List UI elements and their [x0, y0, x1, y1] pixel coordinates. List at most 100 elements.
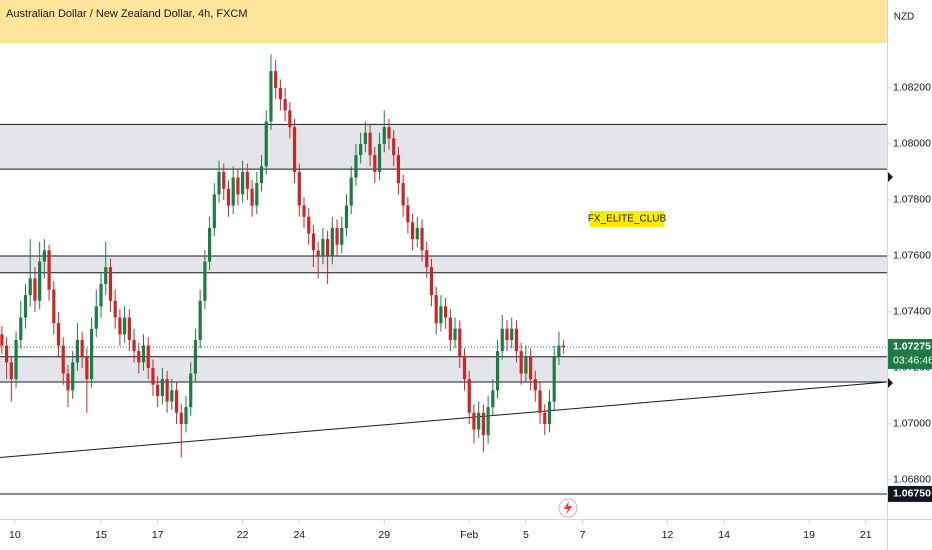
candle-body	[278, 87, 283, 100]
candle-body	[14, 339, 18, 380]
candle-body	[448, 317, 452, 340]
y-tick-label: 1.06800	[893, 474, 931, 486]
candle-body	[434, 295, 438, 324]
candle-body	[23, 295, 28, 318]
candle-body	[184, 407, 188, 424]
y-tick-label: 1.08200	[893, 82, 931, 94]
candle-body	[255, 183, 259, 206]
candle-body	[311, 233, 316, 251]
candle-body	[151, 367, 155, 385]
candle-body	[160, 379, 164, 396]
candle-body	[170, 390, 174, 402]
currency-box	[888, 0, 932, 32]
candle-body	[528, 356, 533, 380]
candle-body	[547, 401, 552, 424]
candle-body	[179, 412, 183, 424]
axis-marker	[888, 172, 893, 182]
candle-body	[297, 171, 301, 206]
candle-body	[89, 328, 94, 380]
candle-body	[198, 300, 202, 340]
candle-body	[38, 261, 42, 301]
candle-body	[283, 99, 287, 111]
candle-body	[481, 412, 485, 436]
candle-body	[5, 345, 9, 363]
candle-body	[344, 205, 349, 228]
candle-body	[349, 177, 353, 206]
candle-body	[0, 334, 4, 346]
x-tick-label: 15	[95, 529, 107, 541]
candle-body	[335, 227, 339, 245]
candle-body	[491, 390, 495, 408]
level-box	[888, 485, 932, 502]
candle-body	[28, 278, 32, 296]
candle-body	[269, 71, 273, 122]
event-icon-bolt	[564, 501, 572, 515]
candle-body	[326, 239, 330, 256]
candle-body	[241, 171, 245, 195]
candle-body	[236, 177, 240, 195]
candle-body	[137, 351, 141, 363]
candle-body	[429, 267, 434, 296]
candle-body	[127, 317, 131, 340]
x-tick-label: 24	[293, 529, 305, 541]
candle-body	[410, 222, 415, 240]
candle-body	[193, 339, 198, 374]
header-bar	[0, 0, 887, 43]
candle-body	[165, 379, 169, 402]
candle-body	[363, 132, 367, 144]
x-tick-label: 12	[662, 529, 674, 541]
candle-body	[519, 351, 523, 374]
candle-body	[382, 127, 386, 144]
zone	[0, 356, 887, 382]
candle-body	[321, 239, 325, 256]
price-label: 1.07275	[893, 341, 931, 353]
plot-layer: 1.08200 1.08000 1.07800 1.07600 1.07400 1.072…	[0, 54, 931, 541]
y-tick-label: 1.07800	[893, 194, 931, 206]
candle-body	[387, 127, 391, 139]
chart-title: Australian Dollar / New Zealand Dollar, …	[6, 8, 247, 20]
x-tick-label: 22	[237, 529, 249, 541]
x-tick-label: 17	[152, 529, 164, 541]
candle-body	[141, 345, 146, 363]
candle-body	[33, 278, 37, 301]
candle-body	[245, 171, 249, 189]
candle-body	[425, 250, 429, 268]
candle-body	[396, 155, 401, 184]
candle-body	[66, 373, 70, 391]
candle-body	[56, 323, 61, 346]
y-tick-label: 1.07600	[893, 250, 931, 262]
candle-body	[85, 356, 89, 380]
candle-body	[212, 194, 216, 228]
candle-body	[462, 356, 467, 380]
candle-body	[231, 177, 235, 206]
candle-body	[510, 328, 514, 340]
candle-body	[562, 345, 566, 347]
candle-body	[132, 339, 136, 352]
axis-marker	[888, 378, 893, 388]
candle-body	[543, 412, 547, 424]
candle-body	[274, 71, 278, 88]
x-tick-label: Feb	[460, 529, 478, 541]
y-tick-label: 1.08000	[893, 138, 931, 150]
candle-body	[524, 356, 528, 374]
candle-body	[453, 328, 457, 340]
x-tick-label: 14	[718, 529, 730, 541]
candle-body	[486, 407, 490, 436]
candle-body	[61, 345, 65, 374]
candle-body	[495, 351, 500, 391]
candle-body	[340, 227, 344, 245]
candle-body	[226, 188, 231, 206]
candle-body	[406, 205, 410, 223]
x-tick-label: 21	[860, 529, 872, 541]
candle-body	[42, 250, 46, 262]
candle-body	[113, 300, 117, 318]
candle-body	[99, 283, 103, 307]
candle-body	[373, 155, 377, 172]
candle-body	[401, 183, 405, 206]
candle-body	[302, 205, 306, 217]
candle-body	[467, 379, 471, 413]
candle-body	[368, 132, 372, 156]
x-tick-label: 5	[523, 529, 529, 541]
